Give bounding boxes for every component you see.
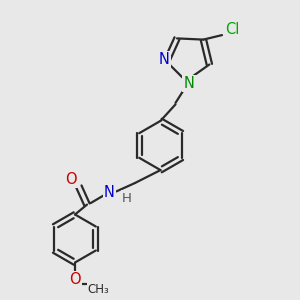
- Text: N: N: [184, 76, 194, 91]
- Text: N: N: [104, 185, 115, 200]
- Text: N: N: [159, 52, 170, 68]
- Text: O: O: [66, 172, 77, 187]
- Text: Cl: Cl: [225, 22, 240, 37]
- Text: CH₃: CH₃: [88, 283, 109, 296]
- Text: H: H: [122, 191, 131, 205]
- Text: O: O: [69, 272, 81, 287]
